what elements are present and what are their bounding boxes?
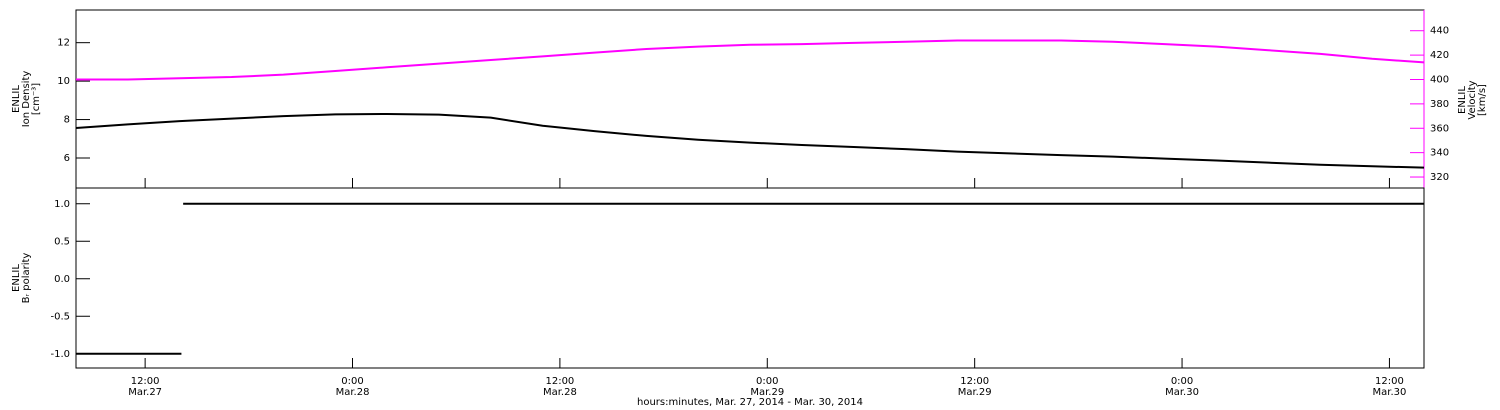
y-tick-label: 6: [64, 153, 70, 164]
x-tick-label: 0:00: [341, 376, 363, 387]
x-tick-date: Mar.28: [543, 387, 577, 398]
x-tick-label: 0:00: [756, 376, 778, 387]
x-tick-date: Mar.28: [336, 387, 370, 398]
x-tick-label: 12:00: [1375, 376, 1404, 387]
x-tick-date: Mar.30: [1373, 387, 1407, 398]
y-tick-label: 0.5: [54, 236, 70, 247]
x-tick-date: Mar.27: [128, 387, 162, 398]
x-tick-label: 0:00: [1171, 376, 1193, 387]
y-tick-label: 8: [64, 115, 70, 126]
y2-axis-label: ENLIL: [1457, 86, 1468, 114]
x-tick-label: 12:00: [545, 376, 574, 387]
y-axis-label: Ion Density: [21, 71, 32, 128]
y-axis-label: [cm⁻³]: [31, 83, 42, 115]
x-tick-date: Mar.29: [750, 387, 784, 398]
series-line: [76, 202, 1424, 355]
plot-frame: [75, 187, 1425, 369]
series-line: [75, 112, 1425, 169]
y-axis-label: ENLIL: [11, 264, 22, 292]
x-axis-label: hours:minutes, Mar. 27, 2014 - Mar. 30, …: [637, 397, 863, 408]
y-tick-label: -0.5: [50, 311, 70, 322]
series-line: [76, 39, 1425, 81]
y2-tick-label: 400: [1430, 74, 1449, 85]
x-tick-date: Mar.30: [1165, 387, 1199, 398]
x-tick-date: Mar.29: [958, 387, 992, 398]
y-tick-label: 1.0: [54, 199, 70, 210]
y2-tick-label: 320: [1430, 172, 1449, 183]
x-tick-label: 12:00: [131, 376, 160, 387]
y2-axis-label: Velocity: [1467, 80, 1478, 119]
y2-tick-label: 340: [1430, 148, 1449, 159]
y2-tick-label: 380: [1430, 99, 1449, 110]
y-tick-label: 10: [57, 76, 70, 87]
y-tick-label: -1.0: [50, 349, 70, 360]
y2-tick-label: 360: [1430, 123, 1449, 134]
y-tick-label: 12: [57, 38, 70, 49]
y2-axis-label: [km/s]: [1477, 84, 1488, 116]
y2-tick-label: 440: [1430, 26, 1449, 37]
y-axis-label: ENLIL: [11, 85, 22, 113]
y2-tick-label: 420: [1430, 50, 1449, 61]
x-tick-label: 12:00: [960, 376, 989, 387]
y-axis-label: Bᵣ polarity: [21, 253, 32, 304]
y-tick-label: 0.0: [54, 274, 70, 285]
